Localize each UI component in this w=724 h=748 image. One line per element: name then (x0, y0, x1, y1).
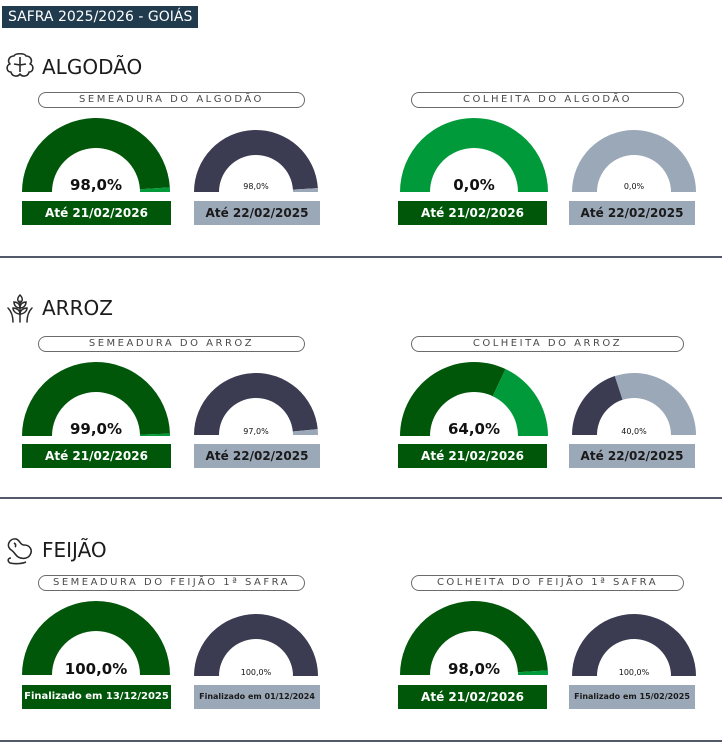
current-percentage: 98,0% (69, 176, 123, 194)
gauge-remaining-arc (292, 429, 318, 435)
previous-date-label: Até 22/02/2025 (194, 444, 320, 468)
previous-percentage: 40,0% (621, 427, 647, 436)
bean-icon (4, 535, 36, 565)
gauge-remaining-arc (292, 188, 318, 192)
panel-label: COLHEITA DO ARROZ (411, 336, 684, 352)
gauge-remaining-arc (492, 369, 548, 436)
panel-label: SEMEADURA DO FEIJÃO 1ª SAFRA (38, 575, 305, 591)
current-season-gauge (400, 118, 548, 192)
gauge-progress-arc (194, 373, 318, 435)
rice-icon (4, 293, 36, 323)
panel-label: COLHEITA DO FEIJÃO 1ª SAFRA (411, 575, 684, 591)
current-season-gauge (22, 118, 170, 192)
previous-season-gauge (572, 614, 696, 676)
current-date-label: Até 21/02/2026 (398, 685, 547, 709)
section-title: ALGODÃO (42, 55, 143, 79)
gauge-remaining-arc (139, 433, 170, 436)
gauge-progress-arc (194, 614, 318, 676)
section-divider (0, 497, 722, 499)
previous-date-label: Até 22/02/2025 (569, 201, 695, 225)
previous-date-label: Finalizado em 15/02/2025 (569, 685, 695, 709)
current-season-gauge (22, 601, 170, 675)
previous-date-label: Finalizado em 01/12/2024 (194, 685, 320, 709)
section-title: ARROZ (42, 296, 113, 320)
gauge-remaining-arc (614, 373, 696, 435)
previous-season-gauge (194, 614, 318, 676)
current-percentage: 98,0% (447, 660, 501, 678)
panel-label: SEMEADURA DO ARROZ (38, 336, 305, 352)
current-season-gauge (400, 601, 548, 675)
previous-percentage: 0,0% (623, 182, 645, 191)
section-arroz: ARROZ SEMEADURA DO ARROZ 99,0% Até 21/02… (0, 293, 724, 498)
gauge-remaining-arc (400, 118, 548, 192)
section-divider (0, 256, 722, 258)
panel-label: SEMEADURA DO ALGODÃO (38, 92, 305, 108)
gauge-progress-arc (400, 601, 548, 675)
current-season-gauge (400, 361, 548, 436)
gauge-progress-arc (572, 376, 623, 435)
harvest-season-badge: SAFRA 2025/2026 - GOIÁS (2, 6, 199, 28)
previous-season-gauge (572, 373, 696, 435)
previous-season-gauge (194, 373, 318, 435)
current-date-label: Finalizado em 13/12/2025 (22, 685, 171, 709)
gauge-progress-arc (22, 361, 170, 436)
previous-percentage: 100,0% (240, 668, 272, 677)
previous-season-gauge (194, 130, 318, 192)
current-percentage: 99,0% (69, 420, 123, 438)
gauge-remaining-arc (139, 187, 170, 192)
panel-label: COLHEITA DO ALGODÃO (411, 92, 684, 108)
current-percentage: 64,0% (447, 420, 501, 438)
current-date-label: Até 21/02/2026 (398, 201, 547, 225)
section-divider (0, 740, 722, 742)
section-title: FEIJÃO (42, 538, 107, 562)
gauge-progress-arc (572, 614, 696, 676)
current-date-label: Até 21/02/2026 (22, 444, 171, 468)
gauge-progress-arc (400, 361, 506, 436)
current-percentage: 100,0% (64, 660, 128, 678)
section-algodao: ALGODÃO SEMEADURA DO ALGODÃO 98,0% Até 2… (0, 52, 724, 257)
previous-season-gauge (572, 130, 696, 192)
current-date-label: Até 21/02/2026 (398, 444, 547, 468)
gauge-remaining-arc (572, 130, 696, 192)
previous-percentage: 97,0% (243, 427, 269, 436)
current-date-label: Até 21/02/2026 (22, 201, 171, 225)
gauge-progress-arc (22, 118, 170, 192)
gauge-progress-arc (22, 601, 170, 675)
gauge-remaining-arc (517, 670, 548, 675)
gauge-progress-arc (194, 130, 318, 192)
current-percentage: 0,0% (453, 176, 495, 194)
previous-percentage: 98,0% (243, 182, 269, 191)
current-season-gauge (22, 361, 170, 436)
previous-date-label: Até 22/02/2025 (569, 444, 695, 468)
cotton-icon (4, 52, 36, 82)
previous-date-label: Até 22/02/2025 (194, 201, 320, 225)
previous-percentage: 100,0% (618, 668, 650, 677)
section-feijao: FEIJÃO SEMEADURA DO FEIJÃO 1ª SAFRA 100,… (0, 535, 724, 740)
